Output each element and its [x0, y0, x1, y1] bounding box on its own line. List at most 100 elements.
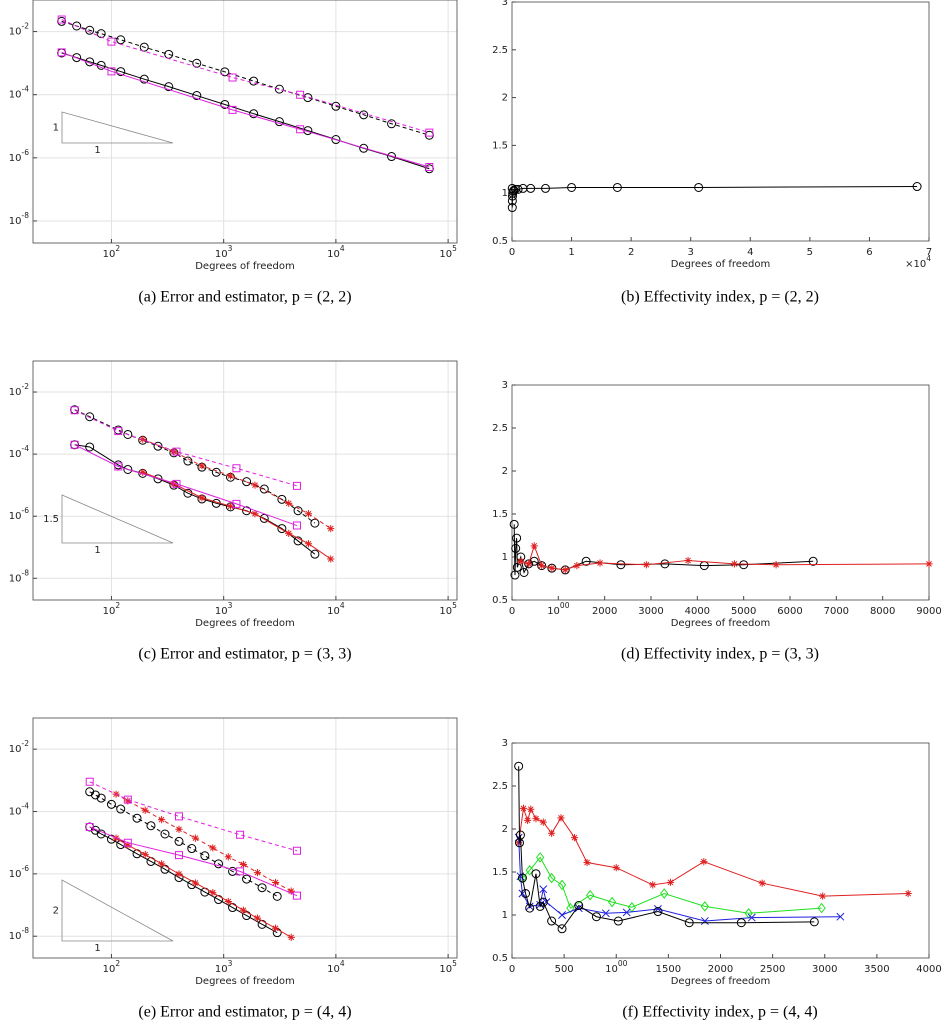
marker	[200, 851, 210, 861]
y-tick-label: 1	[502, 552, 508, 563]
slope-rise-label: 1	[53, 123, 59, 134]
marker	[85, 777, 94, 786]
marker	[515, 830, 525, 840]
marker	[285, 499, 293, 507]
marker	[570, 834, 579, 842]
marker	[220, 67, 230, 77]
caption: (e) Error and estimator, p = (4, 4)	[138, 1004, 351, 1021]
marker	[296, 125, 305, 134]
marker	[809, 917, 819, 927]
x-axis-label: Degrees of freedom	[671, 618, 771, 629]
marker	[758, 879, 766, 887]
marker	[525, 560, 533, 568]
marker	[164, 82, 174, 92]
axes-box	[511, 384, 930, 601]
x-tick-label: 4000	[685, 606, 710, 617]
marker	[583, 858, 591, 867]
x-tick-label: 105	[439, 959, 457, 975]
marker	[57, 48, 66, 57]
marker	[548, 564, 556, 572]
marker	[257, 883, 267, 893]
x-axis-label: Degrees of freedom	[671, 976, 771, 987]
marker	[85, 787, 95, 797]
marker	[175, 825, 183, 833]
marker	[114, 462, 123, 471]
marker	[292, 481, 301, 490]
axes-box	[32, 717, 458, 959]
series-line	[89, 781, 298, 852]
marker	[524, 559, 534, 569]
marker	[327, 524, 335, 533]
x-tick-label: 104	[327, 601, 345, 617]
marker	[107, 67, 116, 76]
x-tick-label: 3000	[638, 606, 663, 617]
marker	[530, 542, 538, 550]
caption: (c) Error and estimator, p = (3, 3)	[138, 646, 351, 663]
x-tick-label: 1000	[605, 959, 628, 975]
x-tick-label: 102	[103, 601, 121, 617]
marker	[514, 761, 524, 771]
x-tick-label: 2500	[760, 964, 785, 975]
marker	[287, 887, 295, 895]
plot-area	[33, 361, 457, 600]
marker	[331, 135, 341, 145]
marker	[116, 35, 126, 45]
marker	[123, 838, 132, 847]
y-tick-label: 0.5	[492, 595, 508, 606]
marker	[287, 933, 295, 941]
marker	[567, 182, 577, 192]
marker	[538, 897, 548, 907]
y-tick-label: 3	[502, 380, 508, 391]
y-tick-label: 10-2	[9, 739, 29, 755]
y-tick-label: 2	[502, 466, 508, 477]
marker	[574, 901, 584, 911]
x-tick-label: 6	[866, 247, 872, 258]
marker	[537, 561, 547, 571]
marker	[187, 844, 197, 854]
slope-run-label: 1	[94, 545, 100, 556]
marker	[912, 182, 922, 192]
marker	[271, 878, 280, 887]
marker	[566, 902, 575, 914]
marker	[153, 474, 163, 484]
y-tick-label: 10-4	[9, 85, 29, 101]
marker	[304, 510, 313, 518]
marker	[85, 25, 95, 35]
marker	[526, 183, 536, 193]
marker	[660, 559, 670, 569]
marker	[519, 804, 528, 812]
marker	[191, 879, 200, 887]
axes-box	[32, 0, 458, 244]
marker	[529, 556, 539, 566]
y-tick-label: 10-6	[9, 148, 29, 164]
marker	[387, 152, 397, 162]
marker	[666, 878, 675, 886]
y-tick-label: 0.5	[492, 953, 508, 964]
marker	[293, 536, 303, 546]
marker	[272, 891, 282, 901]
marker	[72, 21, 82, 31]
marker	[531, 869, 541, 879]
y-tick-label: 10-8	[9, 211, 29, 227]
marker	[146, 821, 156, 831]
marker	[581, 556, 591, 566]
marker	[116, 804, 126, 814]
marker	[310, 518, 320, 528]
x-tick-label: 105	[439, 601, 457, 617]
y-tick-label: 1	[502, 188, 508, 199]
marker	[684, 556, 692, 565]
marker	[228, 105, 237, 114]
plot-area	[512, 743, 929, 958]
marker	[700, 917, 709, 925]
marker	[513, 184, 523, 194]
plot-area	[33, 718, 457, 958]
marker	[85, 822, 94, 831]
marker	[507, 203, 517, 213]
marker	[521, 889, 531, 898]
y-tick-label: 10-4	[9, 802, 29, 818]
plot-area	[512, 2, 929, 241]
marker	[139, 42, 149, 52]
marker	[557, 924, 567, 934]
marker	[525, 903, 535, 913]
marker	[612, 182, 622, 192]
